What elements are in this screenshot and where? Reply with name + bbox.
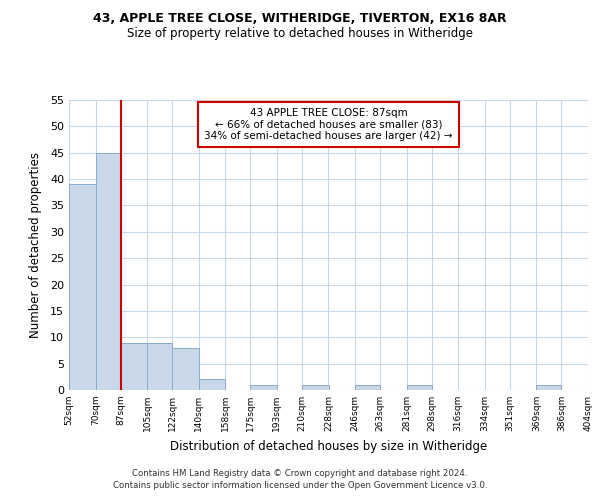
Bar (172, 348, 199, 390)
Bar (250, 384, 277, 390)
Bar (95, 152, 121, 390)
Bar (355, 384, 380, 390)
Bar (69, 184, 95, 390)
Text: Contains public sector information licensed under the Open Government Licence v3: Contains public sector information licen… (113, 481, 487, 490)
Text: 43 APPLE TREE CLOSE: 87sqm
← 66% of detached houses are smaller (83)
34% of semi: 43 APPLE TREE CLOSE: 87sqm ← 66% of deta… (204, 108, 453, 141)
Text: 43, APPLE TREE CLOSE, WITHERIDGE, TIVERTON, EX16 8AR: 43, APPLE TREE CLOSE, WITHERIDGE, TIVERT… (93, 12, 507, 26)
Bar (407, 384, 432, 390)
Bar (536, 384, 562, 390)
Bar (199, 380, 225, 390)
Text: Size of property relative to detached houses in Witheridge: Size of property relative to detached ho… (127, 28, 473, 40)
Bar (121, 342, 147, 390)
Bar (147, 342, 172, 390)
Text: Contains HM Land Registry data © Crown copyright and database right 2024.: Contains HM Land Registry data © Crown c… (132, 468, 468, 477)
Bar (302, 384, 329, 390)
Y-axis label: Number of detached properties: Number of detached properties (29, 152, 41, 338)
X-axis label: Distribution of detached houses by size in Witheridge: Distribution of detached houses by size … (170, 440, 487, 452)
